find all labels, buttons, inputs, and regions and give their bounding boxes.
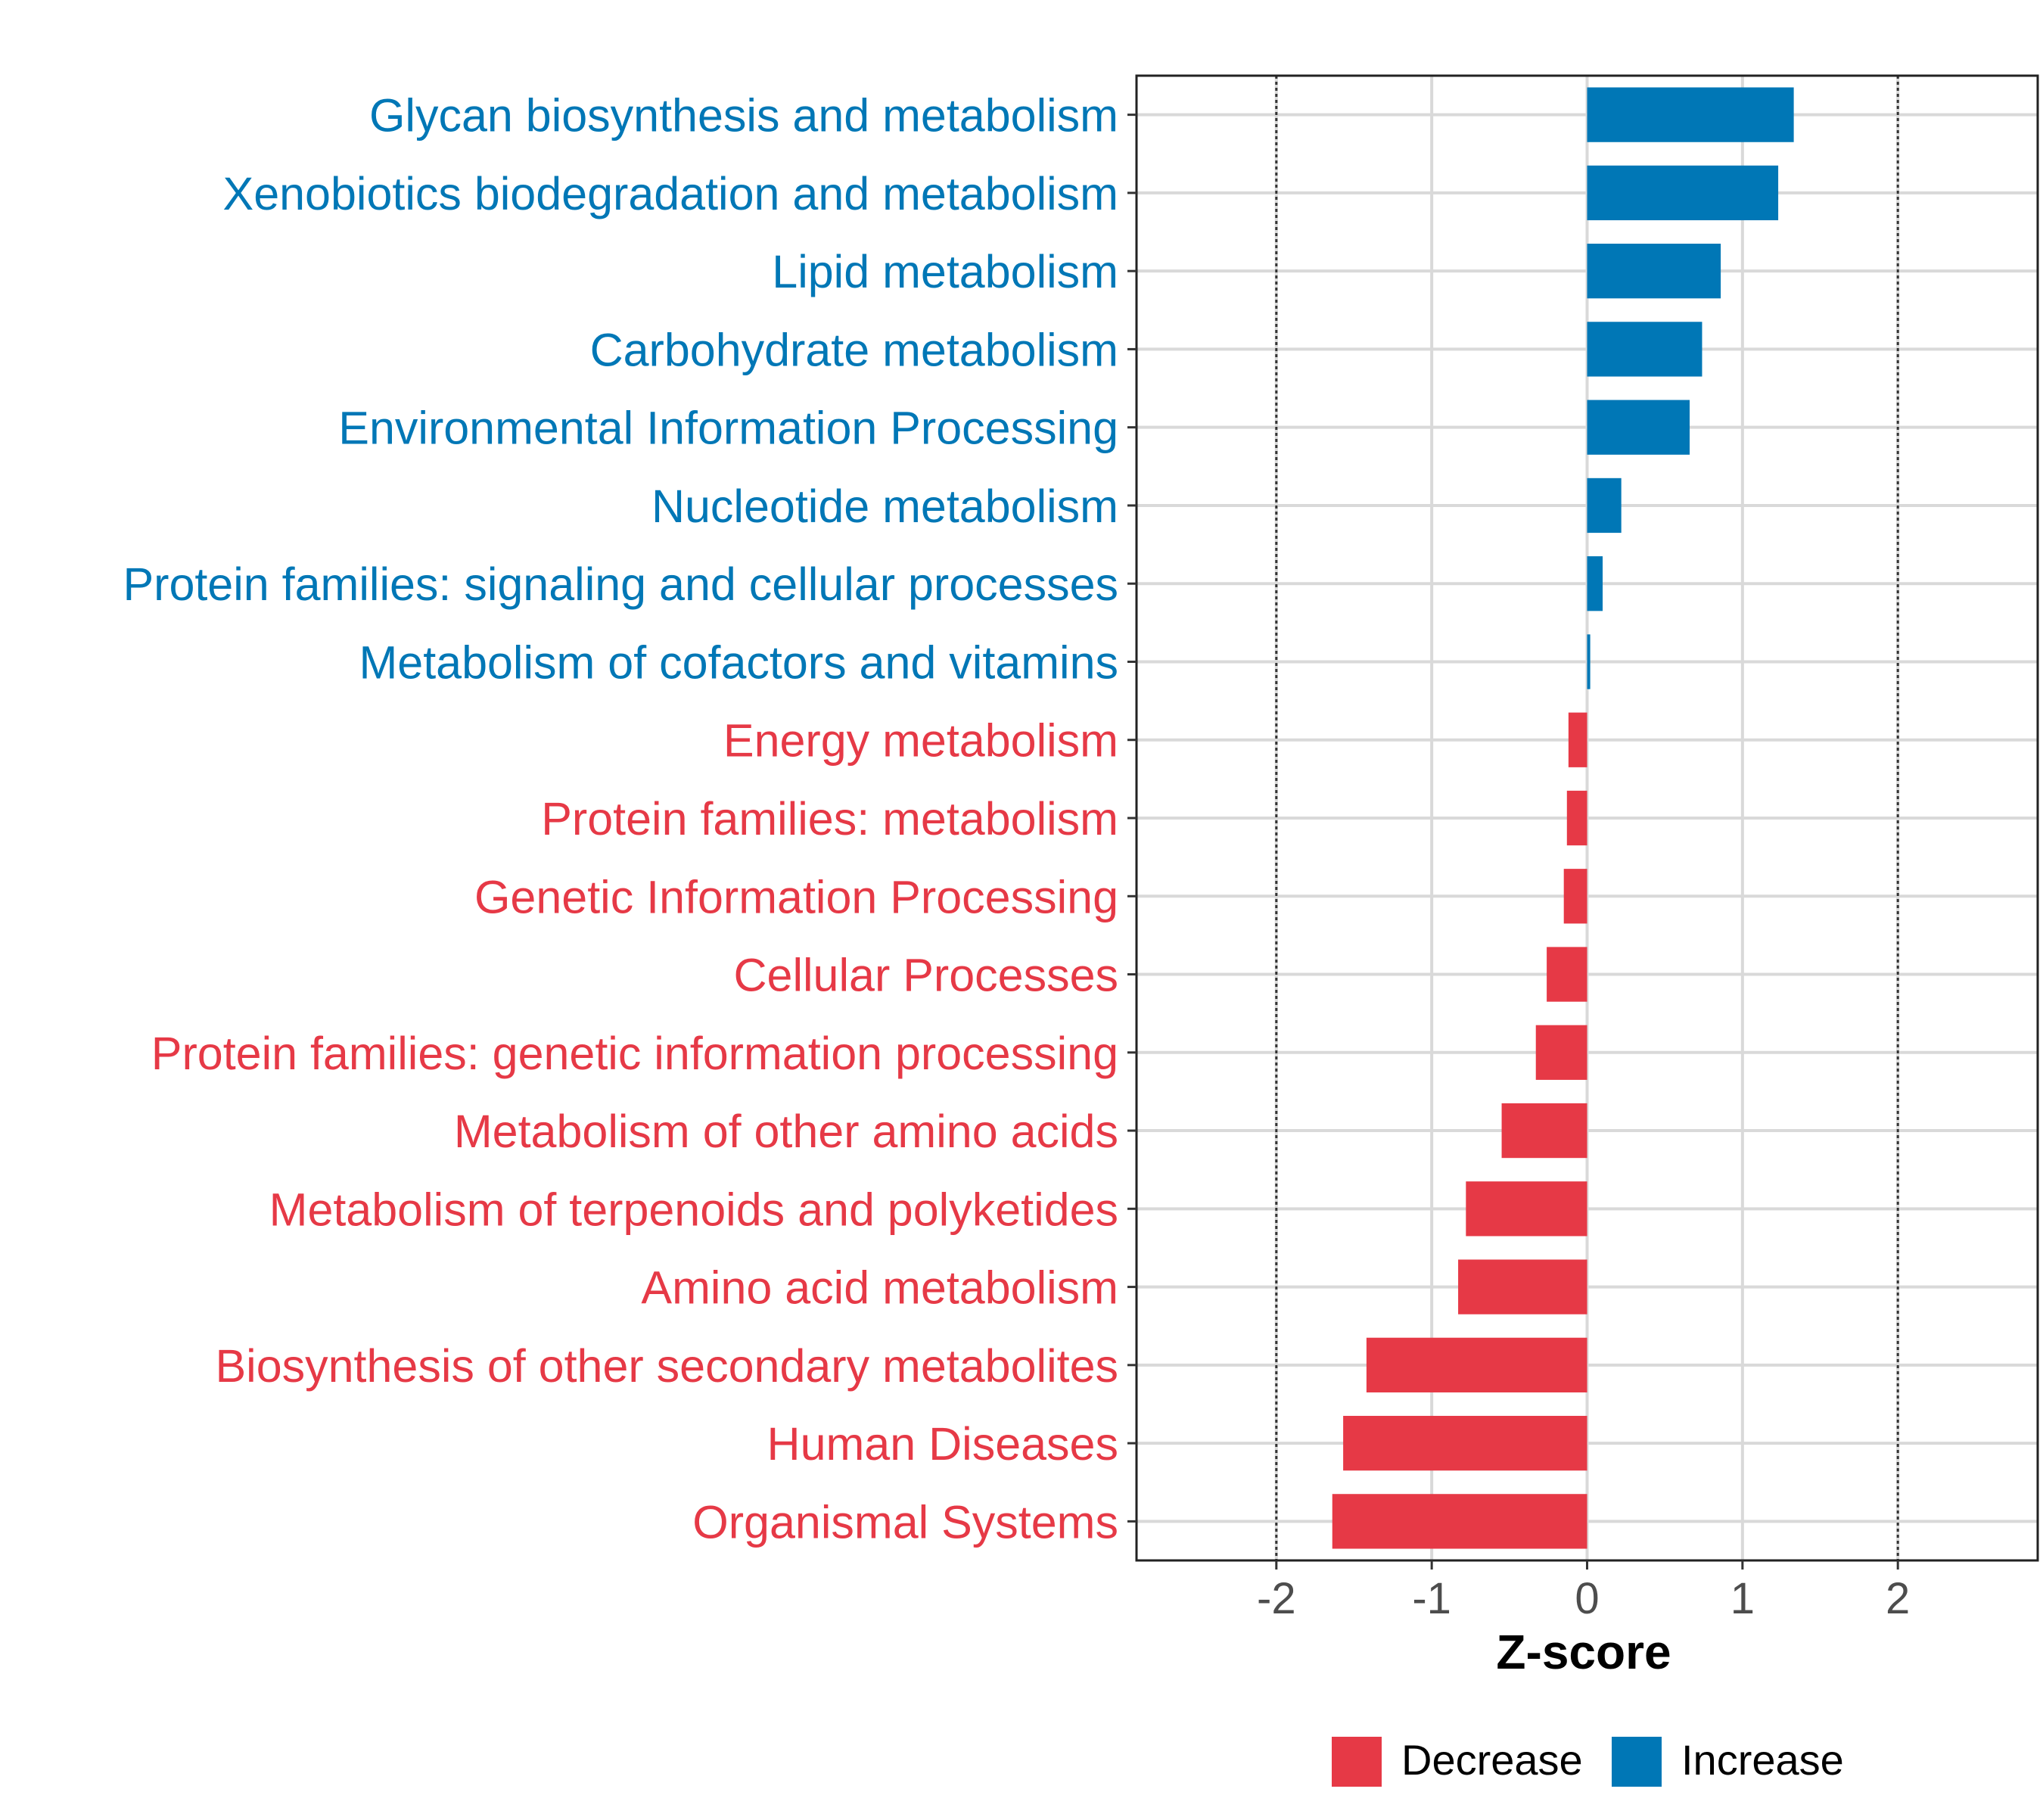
y-axis-labels: Glycan biosynthesis and metabolism Xenobi… bbox=[123, 90, 1118, 1548]
y-tick-label: Environmental Information Processing bbox=[338, 403, 1118, 454]
y-tick-label: Protein families: genetic information pr… bbox=[151, 1028, 1118, 1079]
y-tick-label: Glycan biosynthesis and metabolism bbox=[369, 90, 1118, 142]
legend-swatch bbox=[1612, 1737, 1662, 1787]
y-tick-label: Cellular Processes bbox=[733, 950, 1118, 1001]
bars bbox=[1332, 87, 1794, 1549]
bar bbox=[1587, 87, 1794, 142]
x-tick-label: -2 bbox=[1257, 1574, 1296, 1623]
bar bbox=[1587, 165, 1779, 221]
y-tick-label: Carbohydrate metabolism bbox=[590, 324, 1118, 375]
y-tick-label: Nucleotide metabolism bbox=[651, 481, 1118, 532]
x-tick-label: 2 bbox=[1886, 1574, 1910, 1623]
bar bbox=[1343, 1415, 1587, 1471]
bar bbox=[1535, 1025, 1587, 1080]
bar bbox=[1587, 322, 1702, 377]
x-tick-label: -1 bbox=[1412, 1574, 1451, 1623]
y-axis-ticks bbox=[1127, 114, 1137, 1523]
reference-lines bbox=[1275, 76, 1899, 1560]
x-tick-label: 1 bbox=[1730, 1574, 1755, 1623]
bar bbox=[1332, 1494, 1587, 1549]
bar bbox=[1587, 400, 1690, 455]
bar bbox=[1587, 478, 1622, 534]
y-tick-label: Human Diseases bbox=[767, 1418, 1118, 1470]
y-tick-label: Lipid metabolism bbox=[772, 246, 1118, 297]
y-tick-label: Metabolism of cofactors and vitamins bbox=[359, 636, 1118, 688]
bar bbox=[1587, 634, 1591, 689]
bar bbox=[1458, 1259, 1587, 1314]
y-tick-label: Organismal Systems bbox=[692, 1496, 1118, 1548]
y-tick-label: Genetic Information Processing bbox=[474, 871, 1118, 922]
bar bbox=[1587, 244, 1721, 299]
legend: Decrease Increase bbox=[1332, 1736, 1844, 1787]
bar bbox=[1466, 1181, 1587, 1237]
y-tick-label: Protein families: metabolism bbox=[541, 793, 1118, 845]
bar bbox=[1568, 712, 1587, 767]
y-tick-label: Metabolism of terpenoids and polyketides bbox=[269, 1184, 1118, 1235]
x-tick-label: 0 bbox=[1575, 1574, 1599, 1623]
legend-swatch bbox=[1332, 1737, 1382, 1787]
legend-label: Increase bbox=[1681, 1736, 1844, 1784]
x-axis-title: Z-score bbox=[1496, 1625, 1671, 1679]
x-axis-ticks: -2 -1 0 1 2 bbox=[1257, 1560, 1910, 1623]
bar bbox=[1587, 556, 1603, 611]
y-tick-label: Biosynthesis of other secondary metaboli… bbox=[215, 1340, 1118, 1392]
y-tick-label: Energy metabolism bbox=[723, 715, 1118, 767]
bar bbox=[1501, 1103, 1587, 1159]
y-tick-label: Amino acid metabolism bbox=[641, 1262, 1118, 1314]
bar bbox=[1566, 790, 1587, 846]
legend-label: Decrease bbox=[1401, 1736, 1583, 1784]
y-tick-label: Protein families: signaling and cellular… bbox=[123, 558, 1118, 610]
y-tick-label: Metabolism of other amino acids bbox=[454, 1106, 1118, 1157]
bar bbox=[1563, 869, 1587, 924]
bar bbox=[1366, 1337, 1587, 1392]
bar bbox=[1547, 947, 1587, 1002]
y-tick-label: Xenobiotics biodegradation and metabolis… bbox=[223, 168, 1118, 219]
